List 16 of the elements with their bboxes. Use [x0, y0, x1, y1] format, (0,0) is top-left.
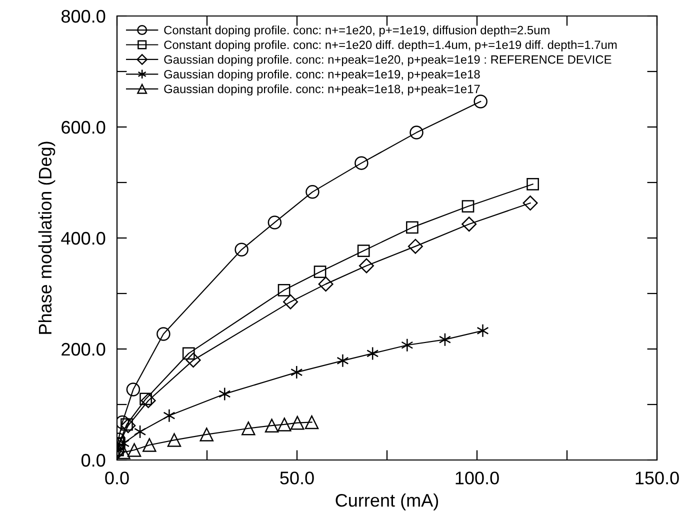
x-tick-label: 0.0	[105, 472, 129, 484]
y-tick-label: 200.0	[62, 342, 106, 356]
legend-label: Gaussian doping profile. conc: n+peak=1e18, p+peak=1e17	[164, 84, 480, 96]
legend-label: Gaussian doping profile. conc: n+peak=1e19, p+peak=1e18	[164, 70, 480, 81]
x-tick-label: 150.0	[636, 472, 679, 484]
y-tick-label: 400.0	[61, 232, 106, 245]
y-tick-label: 0.0	[81, 454, 106, 467]
y-tick-label: 800.0	[61, 10, 106, 23]
legend-label: Constant doping profile. conc: n+=1e20 diff. depth=1.4um, p+=1e19 diff. depth=1.7um	[164, 40, 617, 52]
legend-label: Gaussian doping profile. conc: n+peak=1e20, p+peak=1e19 : REFERENCE DEVICE	[164, 54, 612, 66]
x-axis-title: Current (mA)	[336, 494, 438, 510]
y-tick-label: 600.0	[62, 120, 106, 134]
legend-label: Constant doping profile. conc: n+=1e20, p+=1e19, diffusion depth=2.5um	[164, 26, 550, 37]
x-tick-label: 100.0	[456, 472, 499, 484]
y-axis-title: Phase modulation (Deg)	[38, 142, 56, 334]
x-tick-label: 50.0	[280, 472, 314, 484]
